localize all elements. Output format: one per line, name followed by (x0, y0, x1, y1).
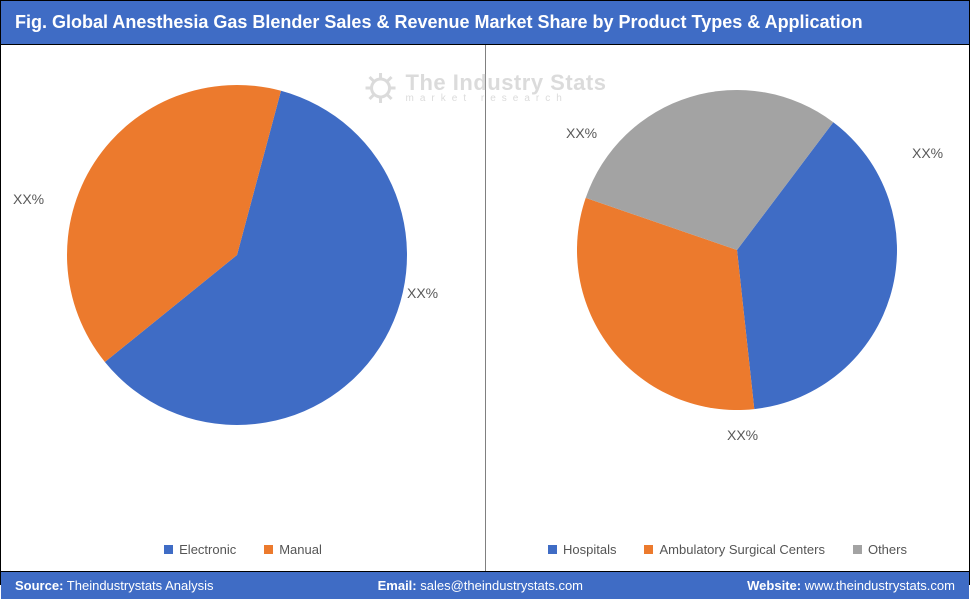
legend-label: Hospitals (563, 542, 616, 557)
legend-item: Others (853, 542, 907, 557)
slice-label: XX% (566, 125, 597, 141)
legend-item: Manual (264, 542, 322, 557)
footer-email: Email: sales@theindustrystats.com (378, 578, 583, 593)
footer-source-value: Theindustrystats Analysis (67, 578, 214, 593)
legend-swatch (548, 545, 557, 554)
chart-panel-right: XX% XX% XX% Hospitals Ambulatory Surgical C… (486, 45, 969, 571)
legend-label: Ambulatory Surgical Centers (659, 542, 824, 557)
footer-email-value: sales@theindustrystats.com (420, 578, 583, 593)
slice-label: XX% (407, 285, 438, 301)
charts-row: The Industry Stats market research XX%XX… (1, 45, 969, 571)
legend-label: Electronic (179, 542, 236, 557)
footer-website: Website: www.theindustrystats.com (747, 578, 955, 593)
legend-label: Manual (279, 542, 322, 557)
slice-label: XX% (912, 145, 943, 161)
slice-label: XX% (13, 191, 44, 207)
pie-svg (492, 55, 963, 534)
legend-swatch (644, 545, 653, 554)
footer-source-label: Source: (15, 578, 63, 593)
legend-left: Electronic Manual (164, 534, 322, 567)
pie-left: XX% XX% (7, 55, 479, 534)
chart-panel-left: XX% XX% Electronic Manual (1, 45, 486, 571)
legend-right: Hospitals Ambulatory Surgical Centers Othe… (548, 534, 907, 567)
footer-website-label: Website: (747, 578, 801, 593)
footer-email-label: Email: (378, 578, 417, 593)
footer-source: Source: Theindustrystats Analysis (15, 578, 213, 593)
footer-website-value: www.theindustrystats.com (805, 578, 955, 593)
pie-right: XX% XX% XX% (492, 55, 963, 534)
figure-title: Fig. Global Anesthesia Gas Blender Sales… (1, 1, 969, 45)
legend-label: Others (868, 542, 907, 557)
footer-bar: Source: Theindustrystats Analysis Email:… (1, 571, 969, 599)
legend-item: Ambulatory Surgical Centers (644, 542, 824, 557)
slice-label: XX% (727, 427, 758, 443)
legend-swatch (264, 545, 273, 554)
legend-swatch (164, 545, 173, 554)
legend-swatch (853, 545, 862, 554)
legend-item: Hospitals (548, 542, 616, 557)
figure-container: Fig. Global Anesthesia Gas Blender Sales… (0, 0, 970, 585)
legend-item: Electronic (164, 542, 236, 557)
